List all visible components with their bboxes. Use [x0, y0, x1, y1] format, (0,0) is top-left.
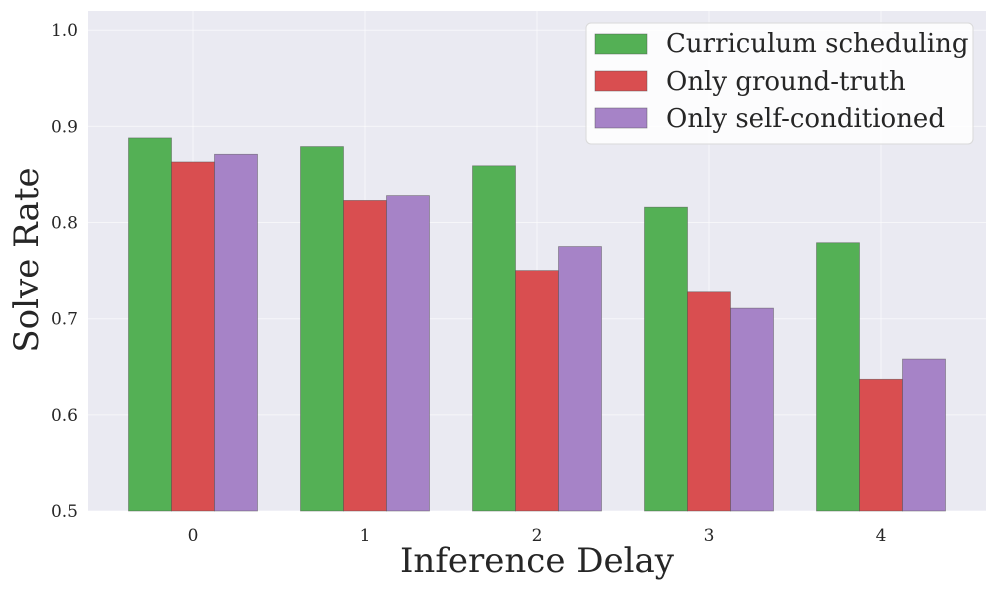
x-tick-label: 4 — [876, 526, 887, 546]
legend-label-curriculum: Curriculum scheduling — [666, 29, 969, 59]
bar-series-1-category-1 — [343, 200, 387, 512]
bar-series-1-category-2 — [515, 270, 559, 512]
x-tick-label: 2 — [532, 526, 543, 546]
y-tick-label: 0.7 — [51, 310, 78, 330]
bar-series-0-category-2 — [472, 165, 516, 512]
bar-series-2-category-3 — [730, 307, 774, 512]
x-tick-label: 0 — [188, 526, 199, 546]
legend-swatch-self-conditioned — [594, 107, 648, 129]
bar-series-0-category-3 — [644, 206, 688, 512]
legend-label-ground-truth: Only ground-truth — [666, 67, 906, 97]
bar-series-2-category-2 — [558, 246, 602, 512]
bar-series-1-category-3 — [687, 291, 731, 512]
y-tick-label: 0.6 — [51, 406, 78, 426]
legend-swatch-ground-truth — [594, 70, 648, 92]
legend: Curriculum scheduling Only ground-truth … — [585, 22, 974, 145]
x-tick-label: 3 — [704, 526, 715, 546]
y-axis-title: Solve Rate — [7, 167, 47, 352]
bars — [128, 137, 946, 512]
bar-series-2-category-1 — [386, 195, 430, 512]
legend-box — [585, 22, 974, 145]
x-tick-label: 1 — [360, 526, 371, 546]
y-tick-label: 1.0 — [51, 21, 78, 41]
y-tick-label: 0.8 — [51, 214, 78, 234]
y-tick-label: 0.5 — [51, 502, 78, 522]
bar-series-0-category-4 — [816, 242, 860, 512]
legend-swatch-curriculum — [594, 33, 648, 55]
bar-series-0-category-1 — [300, 146, 344, 512]
x-axis-title: Inference Delay — [400, 541, 675, 581]
y-tick-label: 0.9 — [51, 117, 78, 137]
bar-series-0-category-0 — [128, 137, 172, 512]
y-tick-labels: 0.5 0.6 0.7 0.8 0.9 1.0 — [51, 21, 78, 522]
x-tick-labels: 0 1 2 3 4 — [188, 526, 887, 546]
legend-label-self-conditioned: Only self-conditioned — [666, 104, 945, 134]
bar-series-2-category-0 — [214, 153, 258, 512]
bar-series-1-category-4 — [859, 378, 903, 512]
bar-series-2-category-4 — [902, 358, 946, 512]
bar-series-1-category-0 — [171, 161, 215, 512]
